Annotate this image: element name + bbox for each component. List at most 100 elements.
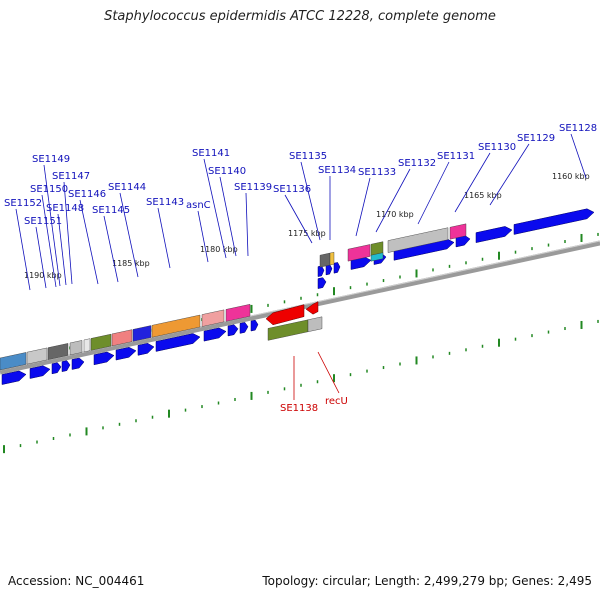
forward-gene-arrow — [115, 347, 137, 361]
reverse-gene-arrow — [265, 304, 305, 326]
gene-label: SE1141 — [192, 148, 230, 159]
label-leader — [489, 143, 530, 206]
label-leader — [157, 207, 171, 269]
feature-block — [47, 343, 69, 360]
forward-gene-arrow — [317, 277, 327, 289]
label-leader — [43, 164, 61, 287]
feature-block — [201, 309, 225, 327]
label-leader — [317, 351, 340, 394]
feature-block — [151, 314, 201, 338]
forward-gene-arrow — [155, 333, 201, 352]
feature-block — [329, 251, 335, 266]
map-title: Staphylococcus epidermidis ATCC 12228, c… — [104, 9, 496, 24]
gene-label: SE1130 — [478, 142, 516, 153]
label-leader — [355, 177, 371, 237]
gene-label: SE1128 — [559, 123, 597, 134]
scale-label: 1165 kbp — [464, 191, 502, 200]
forward-gene-arrow — [333, 262, 341, 274]
forward-gene-arrow — [51, 362, 62, 375]
gene-label: SE1140 — [208, 166, 246, 177]
gene-label: SE1152 — [4, 198, 42, 209]
gene-label: asnC — [186, 200, 211, 211]
gene-label: SE1129 — [517, 133, 555, 144]
gene-label: SE1135 — [289, 151, 327, 162]
forward-gene-arrow — [203, 327, 227, 342]
feature-block — [307, 316, 323, 333]
label-leader — [63, 181, 73, 285]
forward-gene-arrow — [513, 208, 595, 235]
gene-label: SE1138 — [280, 403, 318, 414]
feature-block — [370, 252, 384, 262]
scale-label: 1190 kbp — [24, 271, 62, 280]
label-leader — [41, 194, 57, 288]
label-leader — [203, 158, 227, 259]
scale-label: 1170 kbp — [376, 210, 414, 219]
label-leader — [375, 168, 411, 233]
forward-gene-arrow — [71, 357, 85, 370]
gene-label: recU — [325, 396, 348, 407]
label-leader — [57, 213, 67, 286]
gene-label: SE1150 — [30, 184, 68, 195]
lower-tick-row — [3, 319, 599, 454]
feature-block — [132, 325, 152, 342]
feature-block — [225, 304, 251, 322]
feature-block — [69, 340, 83, 356]
feature-block — [347, 244, 371, 262]
feature-block — [111, 329, 133, 347]
gene-label: SE1133 — [358, 167, 396, 178]
forward-gene-arrow — [29, 365, 51, 379]
forward-gene-arrow — [1, 370, 27, 385]
label-leader — [103, 215, 119, 283]
gene-label: SE1143 — [146, 197, 184, 208]
reverse-genes — [265, 301, 319, 326]
feature-block — [0, 352, 27, 371]
gene-label: SE1132 — [398, 158, 436, 169]
gene-label: SE1149 — [32, 154, 70, 165]
label-leader — [197, 210, 209, 263]
reverse-gene-arrow — [305, 301, 319, 315]
genome-summary: Topology: circular; Length: 2,499,279 bp… — [262, 574, 592, 588]
feature-block — [449, 223, 467, 240]
forward-gene-arrow — [250, 319, 259, 332]
forward-gene-arrow — [475, 226, 513, 243]
feature-block — [83, 338, 91, 353]
gene-label: SE1148 — [46, 203, 84, 214]
gene-label: SE1134 — [318, 165, 356, 176]
forward-gene-labels: SE1152 SE1151 SE1150 SE1149 SE1148 SE1147 SE11… — [4, 123, 597, 291]
forward-gene-arrow — [93, 351, 115, 366]
feature-block — [26, 347, 48, 365]
gene-label: SE1145 — [92, 205, 130, 216]
label-leader — [417, 161, 450, 225]
forward-gene-arrow — [61, 360, 71, 372]
gene-label: SE1136 — [273, 184, 311, 195]
label-leader — [570, 133, 587, 179]
label-leader — [300, 161, 321, 241]
forward-gene-arrow — [227, 324, 239, 337]
forward-gene-arrow — [239, 322, 249, 334]
reverse-gene-labels: SE1138 recU — [280, 351, 348, 414]
feature-block — [90, 333, 112, 351]
label-leader — [79, 199, 99, 285]
gene-label: SE1139 — [234, 182, 272, 193]
gene-label: SE1131 — [437, 151, 475, 162]
label-leader — [454, 152, 491, 213]
gene-label: SE1146 — [68, 189, 106, 200]
label-leader — [15, 208, 31, 291]
label-leader — [35, 226, 47, 289]
feature-block — [387, 227, 449, 253]
scale-label: 1160 kbp — [552, 172, 590, 181]
scale-label: 1180 kbp — [200, 245, 238, 254]
scale-label: 1185 kbp — [112, 259, 150, 268]
forward-gene-arrow — [137, 343, 155, 356]
label-leader — [219, 176, 237, 257]
label-leader — [245, 192, 249, 257]
label-leader — [284, 194, 313, 244]
label-leader — [119, 192, 139, 278]
forward-gene-arrow — [317, 265, 325, 277]
feature-block — [319, 252, 331, 268]
gene-label: SE1147 — [52, 171, 90, 182]
gene-label: SE1151 — [24, 216, 62, 227]
gene-label: SE1144 — [108, 182, 146, 193]
accession-text: Accession: NC_004461 — [8, 574, 145, 588]
